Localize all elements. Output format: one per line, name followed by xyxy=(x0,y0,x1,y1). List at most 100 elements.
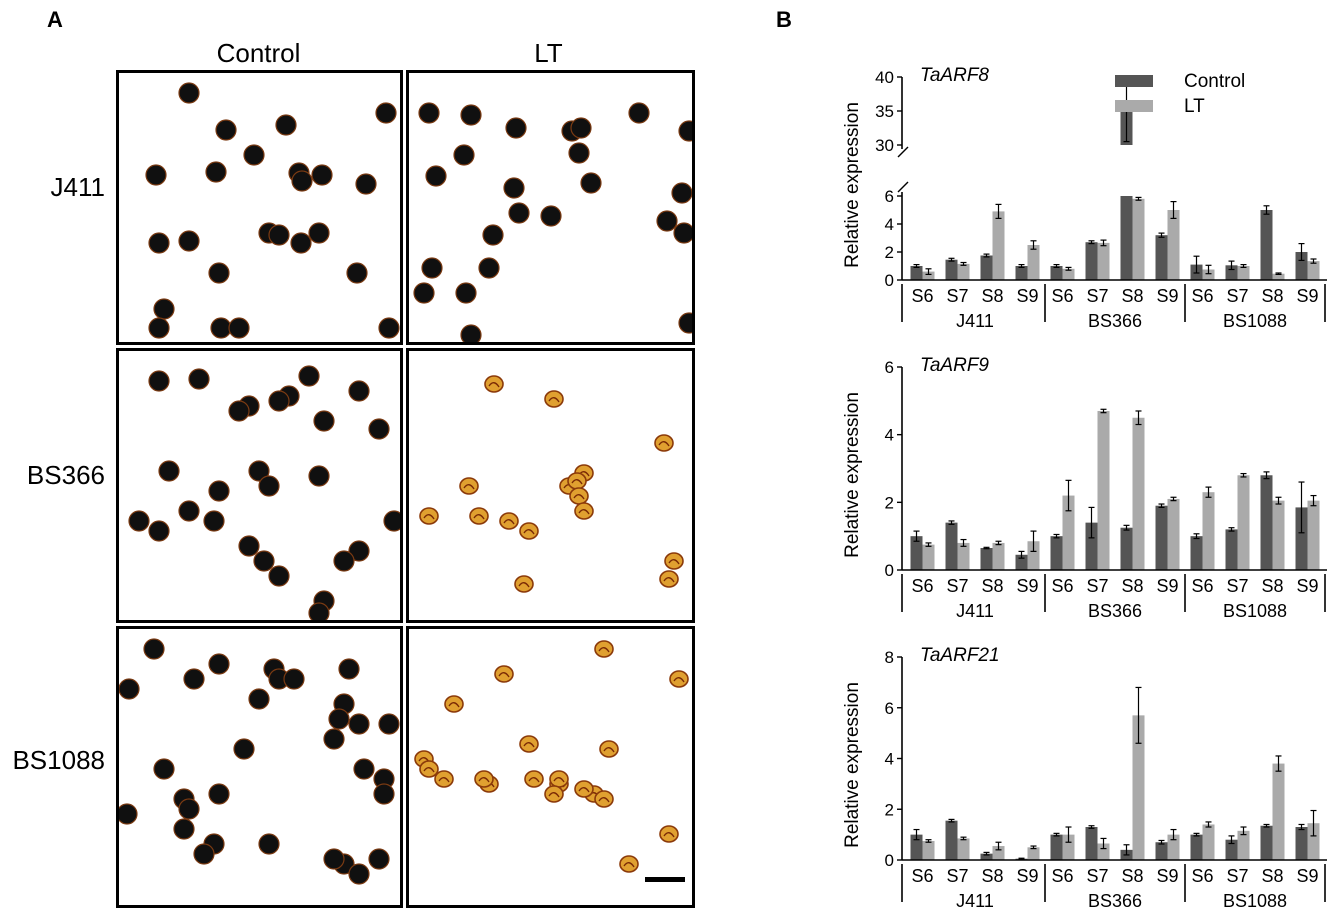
x-tick-label: S9 xyxy=(1296,286,1318,306)
bar-lt xyxy=(992,211,1005,280)
bar-control xyxy=(1155,235,1168,280)
pollen-grain-shell xyxy=(524,770,544,788)
bar-lt xyxy=(1202,269,1215,280)
y-tick-label: 40 xyxy=(875,68,894,87)
bar-lt xyxy=(1062,268,1075,280)
panel-a-letter: A xyxy=(47,7,63,32)
pollen-grain xyxy=(378,317,400,339)
legend-swatch-control xyxy=(1115,75,1153,87)
pollen-grain xyxy=(178,798,200,820)
pollen-grain xyxy=(268,565,290,587)
x-tick-label: S7 xyxy=(946,576,968,596)
bar-control xyxy=(1190,536,1203,570)
x-tick-label: S8 xyxy=(1261,576,1283,596)
pollen-grain-shell xyxy=(659,570,679,588)
pollen-grain-shell xyxy=(434,770,454,788)
x-tick-label: S6 xyxy=(1051,286,1073,306)
panel-b-letter: B xyxy=(776,7,792,32)
bar-control xyxy=(910,834,923,860)
pollen-grain xyxy=(574,502,594,520)
pollen-grain xyxy=(678,120,692,142)
bar-control xyxy=(980,255,993,280)
pollen-grain xyxy=(425,165,447,187)
bar-lt xyxy=(1132,198,1145,280)
bar-control xyxy=(1050,536,1063,570)
bar-lt xyxy=(1097,843,1110,860)
bar-control xyxy=(1120,527,1133,570)
pollen-grain-shell xyxy=(494,665,514,683)
pollen-grain xyxy=(148,232,170,254)
pollen-grain xyxy=(599,740,619,758)
pollen-grain xyxy=(153,298,175,320)
axis-break-mark xyxy=(897,181,909,193)
pollen-grain-fold xyxy=(518,582,530,588)
pollen-grain-fold xyxy=(423,514,435,520)
pollen-grain xyxy=(419,507,439,525)
pollen-grain xyxy=(574,780,594,798)
pollen-grain-shell xyxy=(544,785,564,803)
pollen-grain xyxy=(208,653,230,675)
group-label: BS1088 xyxy=(1223,891,1287,911)
bar-lt xyxy=(922,840,935,860)
bar-control xyxy=(1190,834,1203,860)
bar-lt xyxy=(957,838,970,860)
chart-title: TaARF21 xyxy=(920,645,1000,666)
pollen-grain-fold xyxy=(578,509,590,515)
pollen-grain xyxy=(313,410,335,432)
pollen-grain xyxy=(540,205,562,227)
bar-lt xyxy=(1272,273,1285,280)
pollen-grain xyxy=(503,177,525,199)
bar-control xyxy=(1050,266,1063,280)
bar-control xyxy=(1295,827,1308,860)
y-tick-label: 8 xyxy=(885,648,894,667)
group-label: BS1088 xyxy=(1223,311,1287,331)
x-tick-label: S7 xyxy=(1226,576,1248,596)
x-tick-label: S9 xyxy=(1296,576,1318,596)
x-tick-label: S7 xyxy=(1226,286,1248,306)
bar-lt xyxy=(1272,763,1285,860)
group-label: BS366 xyxy=(1088,891,1142,911)
pollen-grain-shell xyxy=(664,552,684,570)
pollen-grain-shell xyxy=(619,855,639,873)
pollen-grain xyxy=(153,758,175,780)
pollen-grain xyxy=(323,728,345,750)
bar-lt xyxy=(1307,261,1320,280)
pollen-grain xyxy=(248,460,270,482)
pollen-grain-shell xyxy=(474,770,494,788)
bar-lt xyxy=(1307,500,1320,570)
pollen-grain-fold xyxy=(528,777,540,783)
pollen-grain xyxy=(570,117,592,139)
pollen-grain xyxy=(119,803,138,825)
x-tick-label: S6 xyxy=(1191,576,1213,596)
x-tick-label: S9 xyxy=(1156,866,1178,886)
pollen-grain xyxy=(469,507,489,525)
pollen-grain-fold xyxy=(578,787,590,793)
micrograph-bs366-control xyxy=(116,348,403,623)
pollen-grain xyxy=(378,713,400,735)
pollen-grain xyxy=(656,210,678,232)
pollen-grain xyxy=(348,380,370,402)
pollen-grain xyxy=(148,520,170,542)
pollen-grain xyxy=(459,477,479,495)
pollen-grain xyxy=(290,232,312,254)
pollen-grain xyxy=(203,510,225,532)
x-tick-label: S6 xyxy=(911,576,933,596)
scale-bar xyxy=(645,877,685,882)
pollen-grain xyxy=(323,848,345,870)
group-label: J411 xyxy=(956,891,994,911)
x-tick-label: S7 xyxy=(1086,286,1108,306)
chart-title: TaARF9 xyxy=(920,355,989,376)
x-tick-label: S6 xyxy=(1051,866,1073,886)
bar-control xyxy=(1085,522,1098,570)
x-tick-label: S6 xyxy=(911,866,933,886)
pollen-grain-fold xyxy=(523,529,535,535)
pollen-grain xyxy=(248,688,270,710)
bar-lt xyxy=(957,263,970,280)
pollen-grain-fold xyxy=(553,777,565,783)
pollen-grain-shell xyxy=(599,740,619,758)
pollen-grain-fold xyxy=(498,672,510,678)
y-tick-label: 6 xyxy=(885,187,894,206)
pollen-grain xyxy=(375,102,397,124)
bar-lt xyxy=(1132,715,1145,860)
bar-control xyxy=(910,266,923,280)
